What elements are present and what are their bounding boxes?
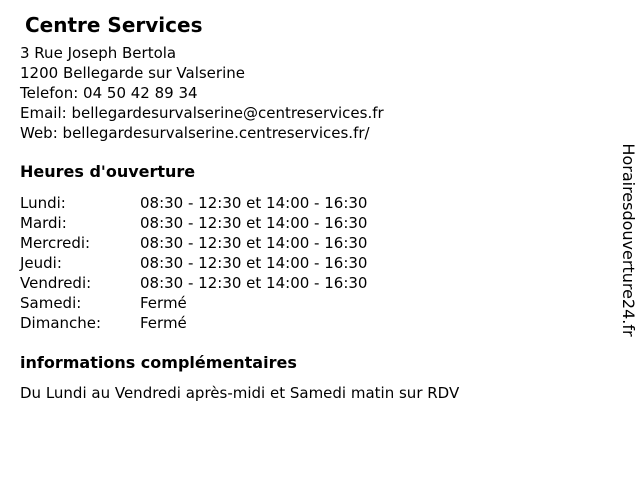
address-street: 3 Rue Joseph Bertola xyxy=(20,44,177,62)
day-hours: Fermé xyxy=(140,314,187,332)
day-label: Lundi: xyxy=(20,194,66,212)
web-line: Web: bellegardesurvalserine.centreservic… xyxy=(20,123,592,143)
hours-row: Samedi: Fermé xyxy=(20,293,367,313)
page-title: Centre Services xyxy=(25,13,203,37)
web-label: Web: xyxy=(20,124,58,142)
day-label: Mercredi: xyxy=(20,234,91,252)
phone-label: Telefon: xyxy=(20,84,79,102)
phone-line: Telefon: 04 50 42 89 34 xyxy=(20,83,592,103)
business-info-page: Centre Services 3 Rue Joseph Bertola 120… xyxy=(20,13,592,402)
day-label: Jeudi: xyxy=(20,254,62,272)
address-city: 1200 Bellegarde sur Valserine xyxy=(20,64,245,82)
watermark-site-name: Horairesdouverture24.fr xyxy=(619,143,638,337)
day-label: Dimanche: xyxy=(20,314,102,332)
email-label: Email: xyxy=(20,104,67,122)
day-hours: 08:30 - 12:30 et 14:00 - 16:30 xyxy=(140,254,368,272)
hours-row: Dimanche: Fermé xyxy=(20,313,367,333)
contact-block: 3 Rue Joseph Bertola 1200 Bellegarde sur… xyxy=(20,43,592,143)
hours-row: Vendredi: 08:30 - 12:30 et 14:00 - 16:30 xyxy=(20,273,367,293)
hours-row: Jeudi: 08:30 - 12:30 et 14:00 - 16:30 xyxy=(20,253,367,273)
day-hours: 08:30 - 12:30 et 14:00 - 16:30 xyxy=(140,234,368,252)
day-hours: 08:30 - 12:30 et 14:00 - 16:30 xyxy=(140,194,368,212)
email-address: bellegardesurvalserine@centreservices.fr xyxy=(71,104,384,122)
email-line: Email: bellegardesurvalserine@centreserv… xyxy=(20,103,592,123)
day-label: Mardi: xyxy=(20,214,67,232)
additional-info-text: Du Lundi au Vendredi après-midi et Samed… xyxy=(20,384,460,402)
day-label: Samedi: xyxy=(20,294,82,312)
hours-row: Mercredi: 08:30 - 12:30 et 14:00 - 16:30 xyxy=(20,233,367,253)
day-hours: 08:30 - 12:30 et 14:00 - 16:30 xyxy=(140,214,368,232)
hours-table: Lundi: 08:30 - 12:30 et 14:00 - 16:30 Ma… xyxy=(20,193,367,333)
day-hours: Fermé xyxy=(140,294,187,312)
day-label: Vendredi: xyxy=(20,274,92,292)
day-hours: 08:30 - 12:30 et 14:00 - 16:30 xyxy=(140,274,368,292)
hours-heading: Heures d'ouverture xyxy=(20,162,196,181)
hours-row: Lundi: 08:30 - 12:30 et 14:00 - 16:30 xyxy=(20,193,367,213)
phone-number: 04 50 42 89 34 xyxy=(83,84,198,102)
additional-info-heading: informations complémentaires xyxy=(20,353,297,372)
website-address: bellegardesurvalserine.centreservices.fr… xyxy=(62,124,370,142)
hours-row: Mardi: 08:30 - 12:30 et 14:00 - 16:30 xyxy=(20,213,367,233)
